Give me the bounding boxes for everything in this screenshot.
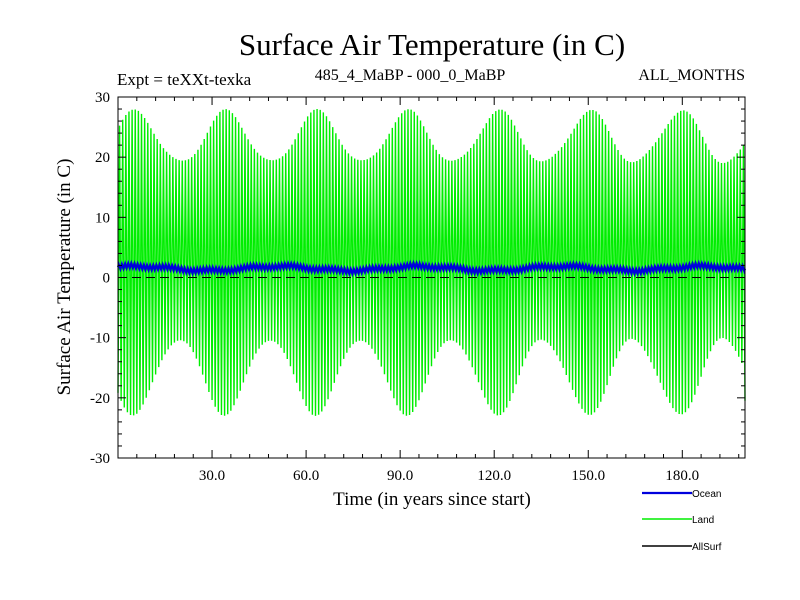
y-tick-label: -10 — [90, 331, 110, 347]
y-tick-label: 20 — [95, 150, 110, 166]
y-axis-label: Surface Air Temperature (in C) — [54, 159, 75, 396]
y-tick-label: -30 — [90, 451, 110, 467]
x-tick-label: 60.0 — [293, 468, 319, 484]
x-tick-label: 150.0 — [571, 468, 605, 484]
y-tick-label: -20 — [90, 391, 110, 407]
land-line — [117, 108, 746, 416]
ocean-line — [116, 259, 747, 278]
ocean-series — [116, 259, 747, 278]
chart-subtitle-left: Expt = teXXt-texka — [117, 70, 252, 89]
x-axis-label: Time (in years since start) — [333, 489, 531, 510]
legend-label-land: Land — [692, 515, 714, 526]
axes: -30 -20 -10 0 10 20 30 30.0 60.0 90.0 120.0 150.0 18… — [90, 90, 746, 484]
x-tick-label: 180.0 — [665, 468, 699, 484]
legend-label-allsurf: AllSurf — [692, 542, 722, 553]
y-tick-label: 0 — [103, 271, 111, 287]
chart-subtitle-center: 485_4_MaBP - 000_0_MaBP — [315, 67, 506, 84]
legend-label-ocean: Ocean — [692, 489, 721, 500]
chart-subtitle-right: ALL_MONTHS — [638, 67, 745, 84]
x-tick-label: 120.0 — [477, 468, 511, 484]
y-tick-label: 30 — [95, 90, 110, 106]
x-tick-label: 90.0 — [387, 468, 413, 484]
chart-title: Surface Air Temperature (in C) — [239, 27, 625, 62]
land-series — [117, 108, 746, 416]
y-tick-label: 10 — [95, 210, 110, 226]
x-tick-label: 30.0 — [199, 468, 225, 484]
legend: Ocean Land AllSurf — [642, 489, 722, 553]
